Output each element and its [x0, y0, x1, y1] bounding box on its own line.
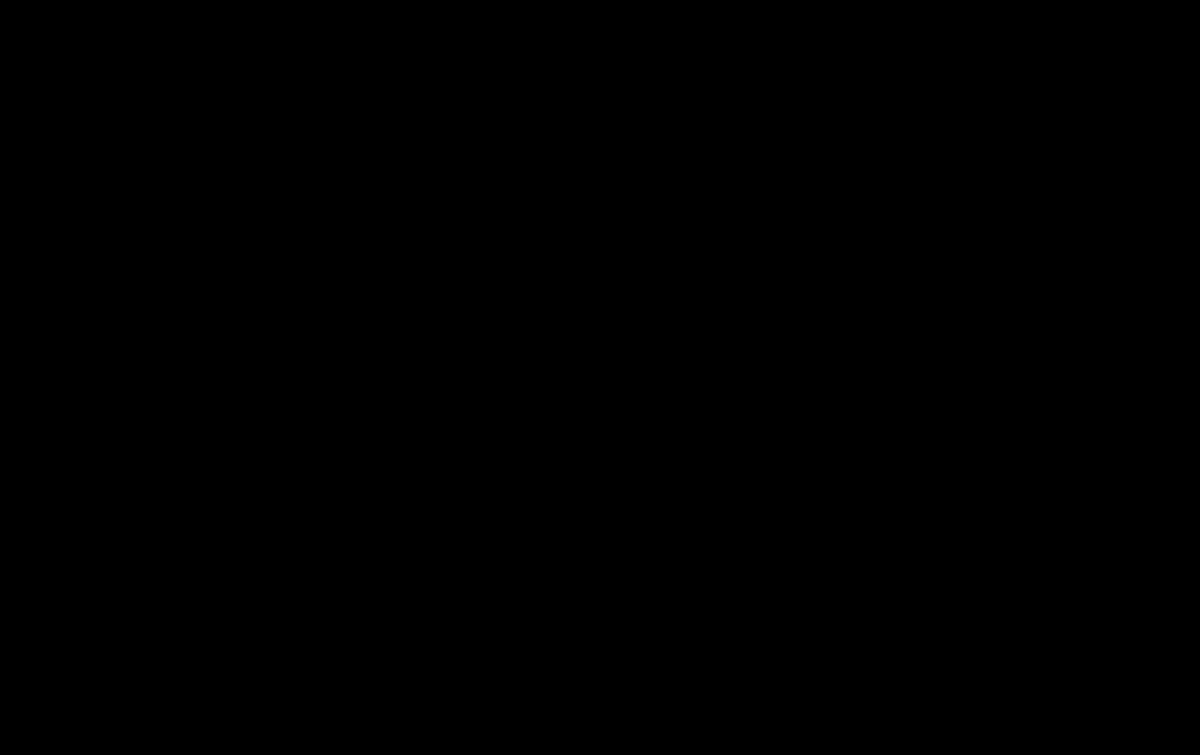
Text: 0.75: 0.75: [640, 742, 684, 755]
Text: CMOS: CMOS: [253, 742, 320, 755]
Text: ii): ii): [186, 143, 210, 162]
Text: 2.85: 2.85: [547, 742, 592, 755]
Text: does the gate draw when its output is LOW?: does the gate draw when its output is LO…: [186, 358, 662, 378]
Text: Vol: Vol: [462, 639, 493, 658]
Text: 0.9: 0.9: [646, 691, 678, 710]
Text: vice versa.: vice versa.: [186, 538, 302, 557]
Text: It draws 4.5 mA when in Transition time. Determine average power: It draws 4.5 mA when in Transition time.…: [186, 393, 911, 412]
Text: 0.38: 0.38: [455, 691, 500, 710]
Text: Vih: Vih: [553, 639, 586, 658]
Text: What are the differences between Resistor Transistor Logic, Directly: What are the differences between Resisto…: [210, 143, 948, 162]
Text: 1.9: 1.9: [553, 691, 586, 710]
Text: cc: cc: [362, 332, 377, 345]
Text: 2.8: 2.8: [370, 691, 402, 710]
Text: power dissipation, V: power dissipation, V: [186, 322, 404, 342]
Text: Coupled Transistor Logic and Transistor Transistor Logic? Draw 3 input: Coupled Transistor Logic and Transistor …: [186, 178, 941, 198]
Text: Determine if the LSTTL (5V) can drive a CMOS (5V, HCT) circuit and: Determine if the LSTTL (5V) can drive a …: [210, 502, 944, 522]
Text: i): i): [186, 33, 203, 53]
Text: Voh: Voh: [367, 639, 404, 658]
Text: Vil: Vil: [649, 639, 673, 658]
Text: A certain gate draws 3mA when its output is HIGH and its average: A certain gate draws 3mA when its output…: [216, 288, 940, 307]
Text: Construct a CMOS NAND gate, NMOS NAND gate and NMOS NOR: Construct a CMOS NAND gate, NMOS NAND ga…: [203, 33, 910, 53]
Text: iv): iv): [186, 502, 217, 522]
Text: LSTTL: LSTTL: [253, 691, 322, 710]
Text: 0.75: 0.75: [455, 742, 500, 755]
Text: dissipation for CMOS.: dissipation for CMOS.: [186, 427, 416, 448]
Text: is 7V for Transistor Transistor Logic. How much: is 7V for Transistor Transistor Logic. H…: [373, 322, 883, 342]
Text: 2.3: 2.3: [370, 742, 402, 755]
Text: NAND using RTL, 4 input NAND using DCTL.: NAND using RTL, 4 input NAND using DCTL.: [186, 213, 656, 233]
Text: gate.: gate.: [186, 69, 241, 88]
Text: iii): iii): [186, 288, 217, 307]
